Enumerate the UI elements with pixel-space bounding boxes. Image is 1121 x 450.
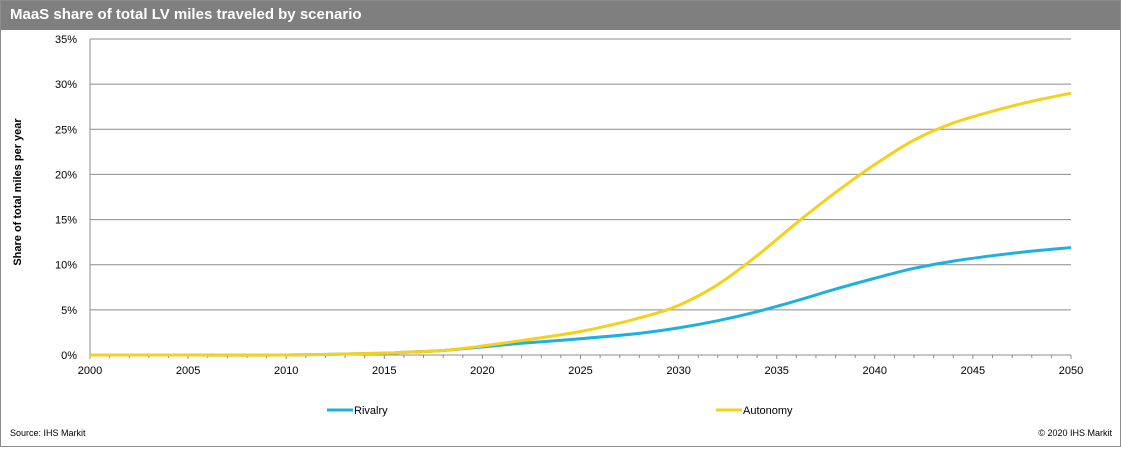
series-line-autonomy [89, 91, 1072, 357]
x-tick-label: 2015 [372, 365, 396, 377]
x-tick-label: 2050 [1059, 365, 1083, 377]
y-tick-label: 10% [55, 260, 77, 272]
x-tick-label: 2030 [666, 365, 690, 377]
y-tick-label: 20% [55, 169, 77, 181]
x-tick-labels: 2000 2005 2010 2015 2020 2025 2030 2035 2040 2045… [78, 365, 1083, 377]
x-tick-label: 2025 [568, 365, 592, 377]
y-tick-label: 5% [61, 305, 77, 317]
gridlines [90, 38, 1071, 356]
legend-label-rivalry: Rivalry [354, 405, 388, 417]
y-tick-label: 15% [55, 215, 77, 227]
chart-title: MaaS share of total LV miles traveled by… [10, 6, 362, 23]
series-lines [89, 91, 1072, 357]
copyright-note: © 2020 IHS Markit [1038, 428, 1112, 438]
y-tick-label: 0% [61, 350, 77, 362]
y-axis-label: Share of total miles per year [12, 118, 24, 266]
source-note: Source: IHS Markit [10, 428, 86, 438]
line-chart: 0%5%10%15%20%25%30%35% 2000 2005 2010 2015 2… [12, 34, 1083, 417]
y-tick-label: 35% [55, 34, 77, 46]
x-tick-label: 2045 [961, 365, 985, 377]
y-tick-label: 25% [55, 124, 77, 136]
x-tick-label: 2010 [274, 365, 298, 377]
axes [89, 39, 1072, 359]
legend-label-autonomy: Autonomy [743, 405, 793, 417]
x-tick-label: 2020 [470, 365, 494, 377]
title-bar: MaaS share of total LV miles traveled by… [1, 1, 1120, 30]
x-tick-label: 2005 [176, 365, 200, 377]
y-tick-labels: 0% 5% 10% 15% 20% 25% 30% 35% [55, 34, 77, 362]
x-tick-label: 2040 [863, 365, 887, 377]
x-tick-label: 2035 [764, 365, 788, 377]
legend: Rivalry Autonomy [327, 405, 793, 417]
series-line-rivalry [89, 246, 1072, 357]
x-tick-label: 2000 [78, 365, 102, 377]
y-tick-label: 30% [55, 79, 77, 91]
